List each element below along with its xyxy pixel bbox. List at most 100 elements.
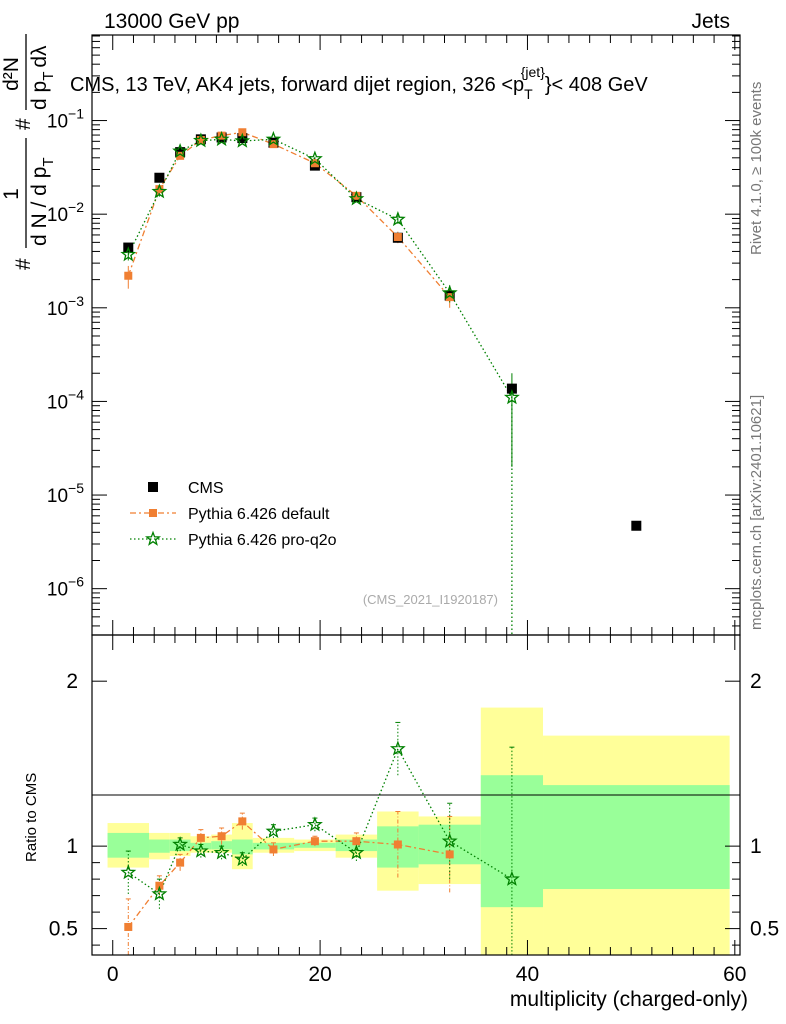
cms-data-point [154,172,165,183]
plot-title: CMS, 13 TeV, AK4 jets, forward dijet reg… [70,64,648,102]
ratio-curves [120,721,520,955]
ratio-band-inner [149,839,170,853]
pythia-proq2o-point [503,389,520,405]
ratio-y-axis-label: Ratio to CMS [23,773,40,862]
ratio-y-tick-label-left: 2 [66,670,78,693]
pythia-default-point [124,271,133,280]
title-jet-superscript: {jet} [521,64,545,80]
ratio-default-point [310,837,319,846]
ratio-proq2o-point [389,740,406,756]
main-y-tick-labels: 10−6 10−5 10−4 10−3 10−2 10−1 [47,106,84,601]
ratio-proq2o-point [172,836,189,852]
ratio-proq2o-point [441,832,458,848]
x-tick-label: 20 [308,963,331,986]
pythia-default-point [217,131,226,140]
legend-default-marker [149,509,157,517]
x-axis-label: multiplicity (charged-only) [510,988,748,1011]
pythia-default-point [176,151,185,160]
ratio-proq2o-point [151,885,168,901]
pythia-proq2o-point [234,132,251,148]
pythia-proq2o-point [348,190,365,206]
y-tick-label: 10−6 [47,574,84,601]
mcplots-reference-label: mcplots.cern.ch [arXiv:2401.10621] [748,395,765,630]
pythia-default-point [196,135,205,144]
pythia-proq2o-point [265,130,282,147]
legend-cms-marker [148,482,158,492]
pythia-default-point [445,293,454,302]
ratio-tick-labels: 0.5 0.51 12 20 20 40 60 [49,670,779,986]
ratio-default-point [393,840,402,849]
ratio-band-inner [169,839,191,852]
x-tick-label: 40 [516,963,539,986]
pythia-proq2o-point [120,246,137,262]
ratio-default-line [127,820,450,928]
ratio-band-inner [543,785,730,890]
pythia-proq2o-point [441,284,458,300]
ylabel-hash-2: # [12,118,35,130]
ratio-proq2o-point [213,844,230,860]
pythia-proq2o-point [213,130,230,147]
y-tick-label: 10−2 [47,199,84,226]
ratio-proq2o-point [265,822,282,838]
main-curves [120,128,642,635]
pythia-default-point [393,233,402,242]
ratio-proq2o-point [192,842,209,858]
pythia-default-point [310,159,319,168]
pythia-proq2o-line [127,138,513,635]
title-pt-subscript: T [524,86,533,102]
ratio-band-inner [107,832,150,858]
ratio-proq2o-point [348,844,365,860]
cms-data-point [506,383,517,394]
ylabel-frac1-denominator: d N / d pT [28,157,57,246]
y-tick-label: 10−5 [47,480,84,507]
pythia-proq2o-point [172,142,189,158]
y-tick-label: 10−4 [47,386,84,413]
ratio-plot-frame [91,634,741,956]
ratio-proq2o-point [503,870,520,886]
ratio-default-point [217,832,226,841]
pythia-default-point [155,185,164,194]
pythia-default-point [352,191,361,200]
header-right-label: Jets [691,10,730,33]
y-tick-label: 10−1 [47,106,84,133]
pythia-default-point [269,140,278,149]
ratio-default-point [238,817,247,826]
pythia-proq2o-point [306,150,323,166]
pythia-proq2o-point [389,211,406,227]
ratio-proq2o-line [127,747,513,895]
ratio-y-tick-label-right: 2 [750,670,762,693]
header-left-label: 13000 GeV pp [104,10,239,33]
x-tick-label: 60 [723,963,746,986]
ratio-plot-panel: 0.5 0.51 12 20 20 40 60 [49,634,779,986]
ratio-default-point [269,845,278,854]
legend-cms-label: CMS [188,480,224,497]
rivet-version-label: Rivet 4.1.0, ≥ 100k events [748,82,765,255]
main-plot-panel: 10−6 10−5 10−4 10−3 10−2 10−1 [47,34,741,636]
ratio-y-tick-label-left: 1 [66,835,78,858]
ratio-default-point [124,922,133,931]
pythia-proq2o-point [151,183,168,199]
ratio-y-tick-label-right: 1 [750,835,762,858]
cms-data-point [631,520,642,531]
analysis-id-label: (CMS_2021_I1920187) [363,592,498,607]
x-tick-label: 0 [107,963,119,986]
ylabel-hash: # [12,258,35,270]
pythia-default-point [238,128,247,137]
ratio-band-inner [231,839,253,855]
ylabel-frac1-numerator: 1 [0,188,23,200]
title-text-start: CMS, 13 TeV, AK4 jets, forward dijet reg… [70,74,524,96]
ratio-default-point [445,850,454,859]
legend-default-label: Pythia 6.426 default [188,506,330,523]
ratio-y-tick-label-right: 0.5 [750,918,779,941]
pythia-proq2o-point [192,132,209,148]
main-y-axis-label: # 1 d N / d pT # d²N d pTdλ [0,34,57,270]
cms-data-point [237,133,248,144]
ratio-proq2o-point [306,816,323,832]
ratio-proq2o-point [120,864,137,880]
ratio-proq2o-point [234,850,251,867]
legend: CMS Pythia 6.426 default Pythia 6.426 pr… [130,480,337,549]
legend-proq2o-label: Pythia 6.426 pro-q2o [188,532,337,549]
y-tick-label: 10−3 [47,293,84,320]
ratio-default-point [176,858,185,867]
